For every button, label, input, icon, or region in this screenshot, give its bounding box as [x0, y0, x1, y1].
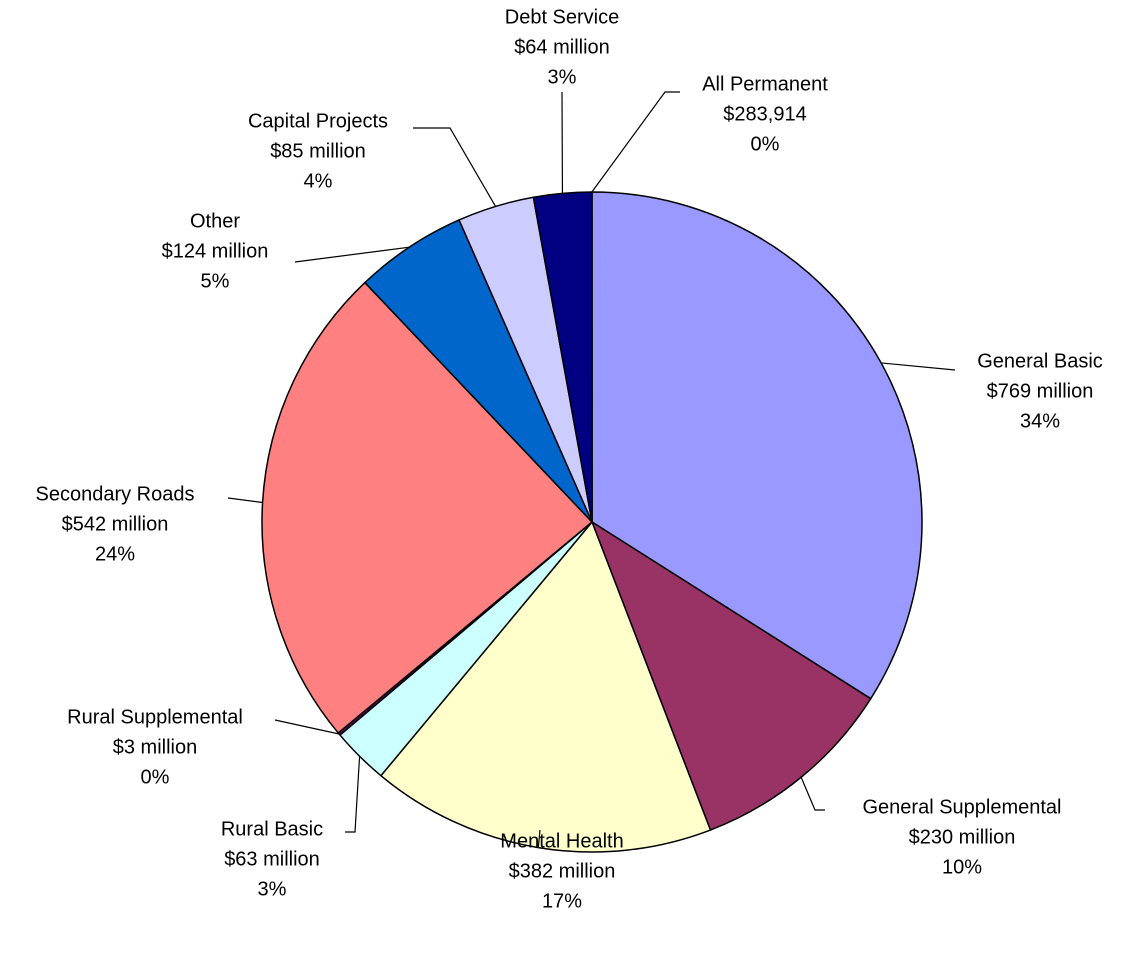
leader-line: [413, 127, 497, 207]
slice-value-label: $63 million: [224, 848, 320, 870]
slice-percent-label: 0%: [751, 133, 780, 155]
slice-percent-label: 10%: [942, 856, 982, 878]
slice-value-label: $283,914: [723, 103, 806, 125]
slice-percent-label: 4%: [304, 170, 333, 192]
slice-label: Secondary Roads: [36, 483, 195, 505]
slice-value-label: $3 million: [113, 736, 197, 758]
slice-label: Other: [190, 210, 240, 232]
slice-label: Rural Basic: [221, 818, 323, 840]
slice-label: Debt Service: [505, 6, 620, 28]
slice-value-label: $64 million: [514, 36, 610, 58]
leader-line: [274, 719, 340, 735]
pie-slice: [591, 191, 923, 700]
leader-line: [294, 246, 410, 263]
slice-label: Capital Projects: [248, 110, 388, 132]
slice-label: General Basic: [977, 350, 1103, 372]
leader-line: [537, 829, 541, 848]
slice-percent-label: 24%: [95, 543, 135, 565]
slice-value-label: $769 million: [987, 380, 1094, 402]
slice-label: Rural Supplemental: [67, 706, 243, 728]
slice-percent-label: 3%: [258, 878, 287, 900]
slice-percent-label: 17%: [542, 890, 582, 912]
slice-percent-label: 5%: [201, 270, 230, 292]
slice-label: Mental Health: [500, 830, 623, 852]
slice-value-label: $85 million: [270, 140, 366, 162]
leader-line: [345, 756, 361, 833]
slice-value-label: $542 million: [62, 513, 169, 535]
leader-line: [591, 91, 680, 193]
pie-slice: [261, 281, 593, 734]
slice-percent-label: 34%: [1020, 410, 1060, 432]
leader-line: [227, 497, 263, 504]
leader-line: [800, 777, 825, 811]
slice-label: General Supplemental: [862, 796, 1061, 818]
slice-percent-label: 0%: [141, 766, 170, 788]
slice-value-label: $382 million: [509, 860, 616, 882]
slice-value-label: $230 million: [909, 826, 1016, 848]
leader-line: [881, 362, 956, 371]
slice-label: All Permanent: [702, 73, 828, 95]
slice-percent-label: 3%: [548, 66, 577, 88]
slice-value-label: $124 million: [162, 240, 269, 262]
